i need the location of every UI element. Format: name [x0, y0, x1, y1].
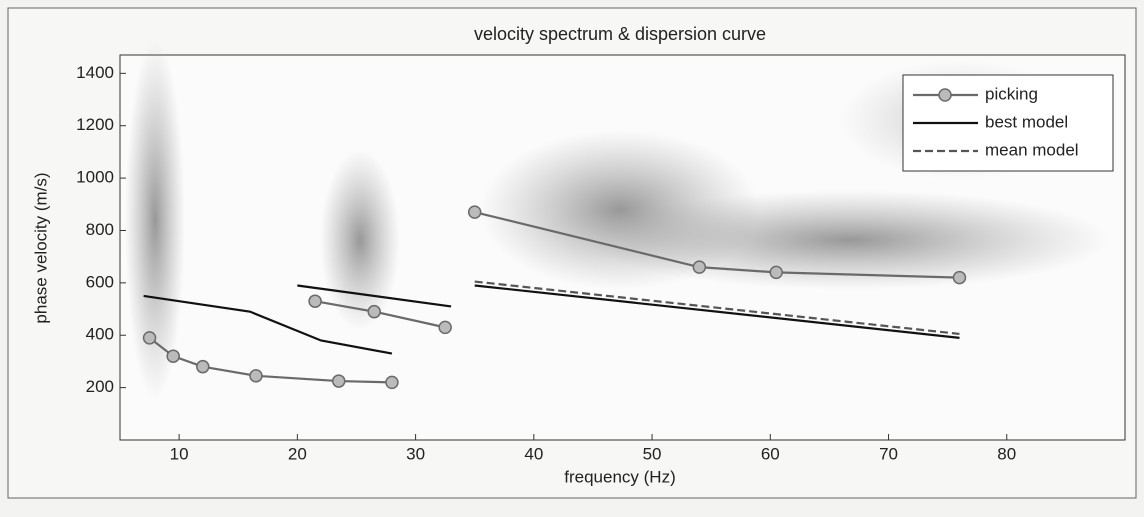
chart-title: velocity spectrum & dispersion curve — [474, 24, 766, 44]
line-series — [474, 284, 960, 339]
y-tick-label: 1400 — [76, 63, 114, 82]
x-tick-label: 60 — [761, 444, 780, 463]
x-tick-label: 20 — [288, 444, 307, 463]
line-series — [474, 280, 960, 336]
point — [692, 260, 707, 274]
x-axis-label: frequency (Hz) — [564, 467, 675, 486]
point — [367, 304, 381, 319]
point — [249, 369, 263, 383]
point — [467, 205, 482, 219]
x-tick-label: 50 — [643, 444, 662, 463]
x-tick-label: 70 — [879, 444, 898, 463]
line-series — [297, 284, 452, 308]
point — [196, 359, 210, 374]
x-tick-label: 80 — [997, 444, 1016, 463]
y-tick-label: 400 — [86, 325, 114, 344]
legend-label: best model — [985, 112, 1068, 131]
x-tick-label: 40 — [524, 444, 543, 463]
y-axis-label: phase velocity (m/s) — [31, 172, 50, 323]
y-tick-label: 200 — [86, 377, 114, 396]
line-series — [143, 294, 393, 355]
point — [769, 265, 783, 280]
y-tick-label: 600 — [86, 272, 114, 291]
spectrum-background — [125, 40, 1110, 400]
point — [385, 375, 399, 390]
point — [331, 374, 346, 388]
point — [438, 320, 452, 335]
x-tick-label: 30 — [406, 444, 425, 463]
line-series — [474, 211, 960, 279]
y-tick-label: 1000 — [76, 168, 114, 187]
x-tick-label: 10 — [170, 444, 189, 463]
point — [166, 349, 180, 363]
point — [142, 331, 157, 345]
y-tick-label: 800 — [86, 220, 114, 239]
legend-marker — [938, 88, 952, 102]
legend-label: picking — [985, 84, 1038, 103]
y-tick-label: 1200 — [76, 115, 114, 134]
legend-label: mean model — [985, 140, 1079, 159]
point — [308, 294, 322, 308]
point — [952, 270, 967, 285]
